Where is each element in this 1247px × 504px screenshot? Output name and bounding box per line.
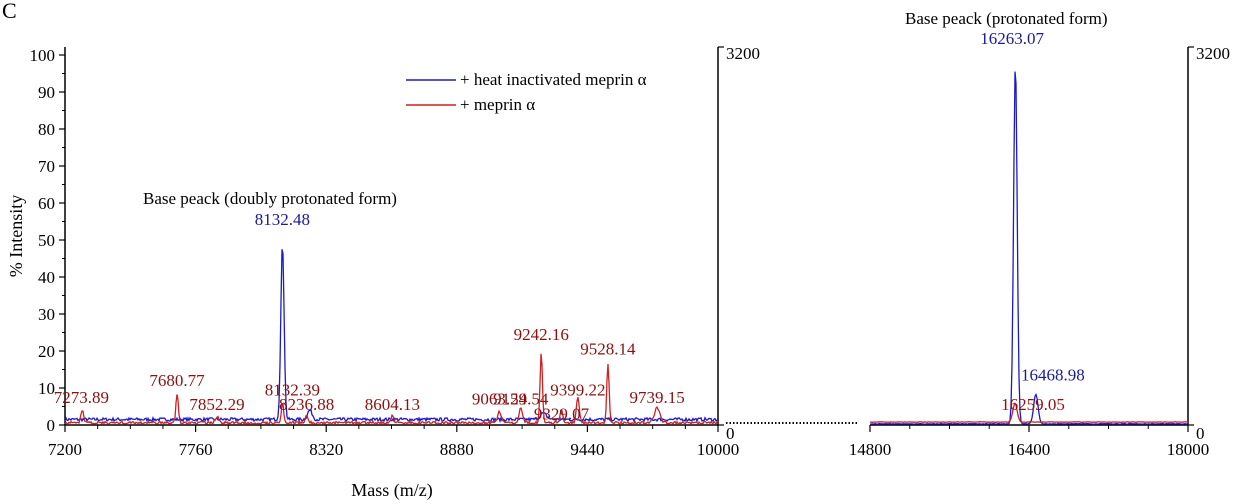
x-tick-label: 8320 bbox=[309, 440, 343, 459]
y-tick-label: 20 bbox=[38, 342, 55, 361]
y-tick-label: 10 bbox=[38, 379, 55, 398]
peak-label: 7852.29 bbox=[189, 395, 244, 414]
y-tick-label: 40 bbox=[38, 268, 55, 287]
peak-label: 8604.13 bbox=[365, 395, 420, 414]
peak-label: 7273.89 bbox=[54, 388, 109, 407]
left-panel-title: Base peack (doubly protonated form) bbox=[143, 189, 397, 208]
y-tick-label: 30 bbox=[38, 305, 55, 324]
peak-label: 16259.05 bbox=[1001, 395, 1065, 414]
y-right-tick-label: 0 bbox=[1196, 424, 1205, 443]
x-axis-label: Mass (m/z) bbox=[351, 480, 432, 501]
peak-label: 8132.48 bbox=[255, 210, 310, 229]
y-tick-label: 70 bbox=[38, 157, 55, 176]
peak-label: 9528.14 bbox=[580, 340, 636, 359]
spectrum-line-right-meprin bbox=[869, 402, 1189, 424]
y-tick-label: 100 bbox=[30, 46, 56, 65]
y-tick-label: 0 bbox=[47, 416, 56, 435]
x-tick-label: 16400 bbox=[1008, 440, 1051, 459]
peak-label: 16263.07 bbox=[980, 29, 1044, 48]
peak-label: 9154.54 bbox=[493, 390, 549, 409]
y-tick-label: 60 bbox=[38, 194, 55, 213]
plot-area bbox=[64, 71, 1189, 426]
right-panel-title: Base peack (protonated form) bbox=[905, 9, 1108, 28]
y-tick-label: 80 bbox=[38, 120, 55, 139]
x-tick-label: 7760 bbox=[179, 440, 213, 459]
spectrum-line-left-meprin bbox=[64, 353, 719, 426]
peak-label: 9329.07 bbox=[534, 404, 590, 423]
x-tick-label: 10000 bbox=[697, 440, 740, 459]
legend-label-meprin: + meprin α bbox=[460, 95, 535, 114]
x-tick-label: 14800 bbox=[849, 440, 892, 459]
y-right-tick-label: 3200 bbox=[1196, 44, 1230, 63]
y-right-tick-label: 3200 bbox=[726, 44, 760, 63]
peak-label: 9063.29 bbox=[472, 390, 527, 409]
peak-label: 9242.16 bbox=[514, 325, 569, 344]
x-tick-label: 8880 bbox=[440, 440, 474, 459]
y-axis-label: % Intensity bbox=[6, 195, 26, 278]
peak-label: 8132.39 bbox=[265, 380, 320, 399]
spectrum-line-right-heat-inactivated bbox=[869, 71, 1189, 425]
y-right-tick-label: 0 bbox=[726, 424, 735, 443]
peak-label: 8236.88 bbox=[279, 395, 334, 414]
peak-label: 7680.77 bbox=[149, 371, 205, 390]
x-tick-label: 18000 bbox=[1167, 440, 1210, 459]
y-tick-label: 50 bbox=[38, 231, 55, 250]
legend-label-heat-inactivated: + heat inactivated meprin α bbox=[460, 70, 647, 89]
legend: + heat inactivated meprin α + meprin α bbox=[406, 70, 647, 114]
x-tick-label: 9440 bbox=[570, 440, 604, 459]
peak-label: 9739.15 bbox=[630, 388, 685, 407]
axes: 0 10 20 30 40 50 60 70 80 90 100 0 3200 0 3200 7200 7760… bbox=[30, 44, 1231, 459]
panel-letter: C bbox=[2, 0, 17, 23]
peak-labels: 8132.48 16263.07 16468.98 7273.89 7680.77 785… bbox=[54, 29, 1085, 424]
y-tick-label: 90 bbox=[38, 83, 55, 102]
x-tick-label: 7200 bbox=[48, 440, 82, 459]
peak-label: 9399.22 bbox=[550, 380, 605, 399]
peak-label: 16468.98 bbox=[1021, 366, 1085, 385]
